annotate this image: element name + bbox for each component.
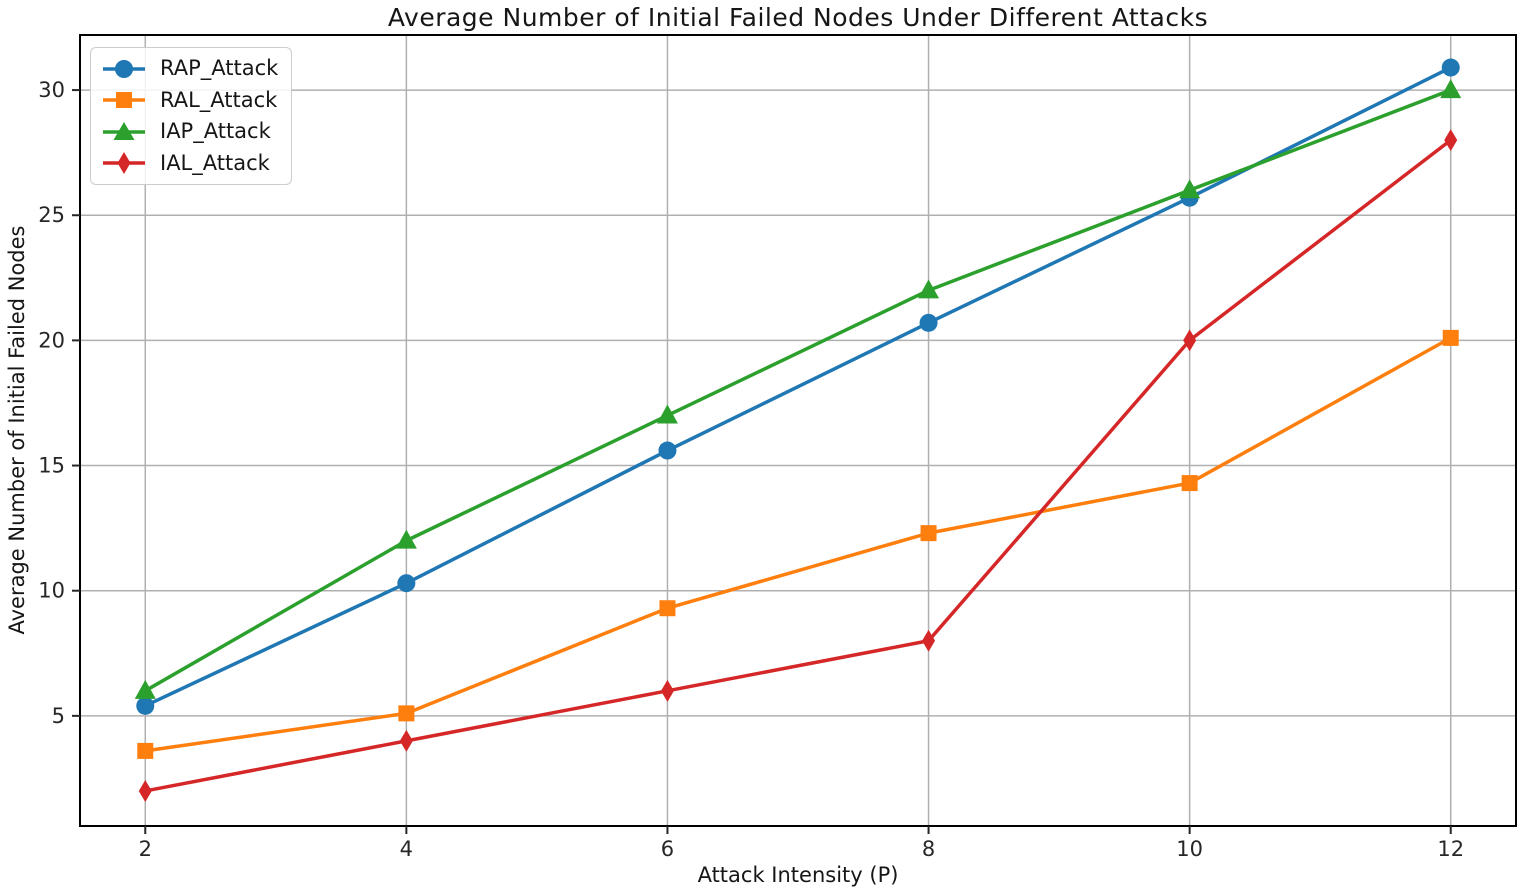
legend-item-rap_attack: RAP_Attack <box>101 57 281 81</box>
legend-item-ral_attack: RAL_Attack <box>101 88 281 112</box>
series-ial_attack-marker-diamond-icon <box>138 779 152 802</box>
series-iap_attack-marker-triangle-icon <box>656 404 678 424</box>
legend-item-ial_attack: IAL_Attack <box>101 151 281 175</box>
series-ial_attack-marker-diamond-icon <box>660 679 674 702</box>
series-ral_attack-marker-square-icon <box>398 705 415 722</box>
legend-label: IAP_Attack <box>160 119 271 144</box>
series-ial_attack-marker-diamond-icon <box>1183 329 1197 352</box>
series-ral_attack-marker-square-icon <box>659 600 676 617</box>
x-tick-label: 2 <box>139 837 152 861</box>
legend-ial_attack-diamond-icon <box>103 152 145 175</box>
legend-rap_attack-circle-icon <box>103 59 145 78</box>
series-ial_attack-marker-diamond-icon <box>1444 129 1458 152</box>
y-tick-label: 20 <box>38 328 65 352</box>
legend-label: RAP_Attack <box>160 56 279 81</box>
legend-item-iap_attack: IAP_Attack <box>101 120 281 144</box>
series-rap_attack-marker-circle-icon <box>658 441 677 460</box>
y-tick-label: 15 <box>38 454 65 478</box>
series-ral_attack-marker-square-icon <box>137 742 154 759</box>
x-tick-label: 6 <box>661 837 674 861</box>
legend-label: RAL_Attack <box>160 87 278 112</box>
series-ial_attack-marker-diamond-icon <box>399 729 413 752</box>
x-tick-label: 4 <box>400 837 413 861</box>
x-axis-label: Attack Intensity (P) <box>697 863 899 887</box>
series-iap_attack-marker-triangle-icon <box>918 279 940 299</box>
y-tick-label: 30 <box>38 78 65 102</box>
plot-border <box>79 34 1517 827</box>
series-iap_attack-marker-triangle-icon <box>1440 79 1462 99</box>
x-tick-label: 12 <box>1437 837 1464 861</box>
x-tick-label: 8 <box>922 837 935 861</box>
y-tick-label: 10 <box>38 579 65 603</box>
series-ral_attack-marker-square-icon <box>1181 475 1198 492</box>
legend-ral_attack-square-icon <box>103 92 145 109</box>
legend-iap_attack-triangle-icon <box>103 121 145 140</box>
y-tick-label: 25 <box>38 203 65 227</box>
series-iap_attack-marker-triangle-icon <box>1179 179 1201 199</box>
chart-title: Average Number of Initial Failed Nodes U… <box>387 3 1209 32</box>
y-axis-label: Average Number of Initial Failed Nodes <box>5 225 29 635</box>
series-rap_attack-marker-circle-icon <box>919 313 938 332</box>
legend-label: IAL_Attack <box>160 150 270 175</box>
x-tick-label: 10 <box>1176 837 1203 861</box>
series-rap_attack-marker-circle-icon <box>397 574 416 593</box>
series-iap_attack-marker-triangle-icon <box>134 679 156 699</box>
series-rap_attack-line <box>143 65 1453 708</box>
series-ial_attack-line <box>143 138 1453 793</box>
series-ral_attack-line <box>143 336 1453 753</box>
series-rap_attack-marker-circle-icon <box>1441 58 1460 77</box>
series-ial_attack-marker-diamond-icon <box>922 629 936 652</box>
series-rap_attack-marker-circle-icon <box>136 696 155 715</box>
series-ral_attack-marker-square-icon <box>920 525 937 542</box>
series-iap_attack-marker-triangle-icon <box>395 529 417 549</box>
series-ral_attack-marker-square-icon <box>1442 329 1459 346</box>
y-tick-label: 5 <box>52 704 65 728</box>
series-iap_attack-line <box>143 88 1453 693</box>
legend: RAP_Attack RAL_Attack IAP_Attack IAL_Attack <box>90 47 292 185</box>
